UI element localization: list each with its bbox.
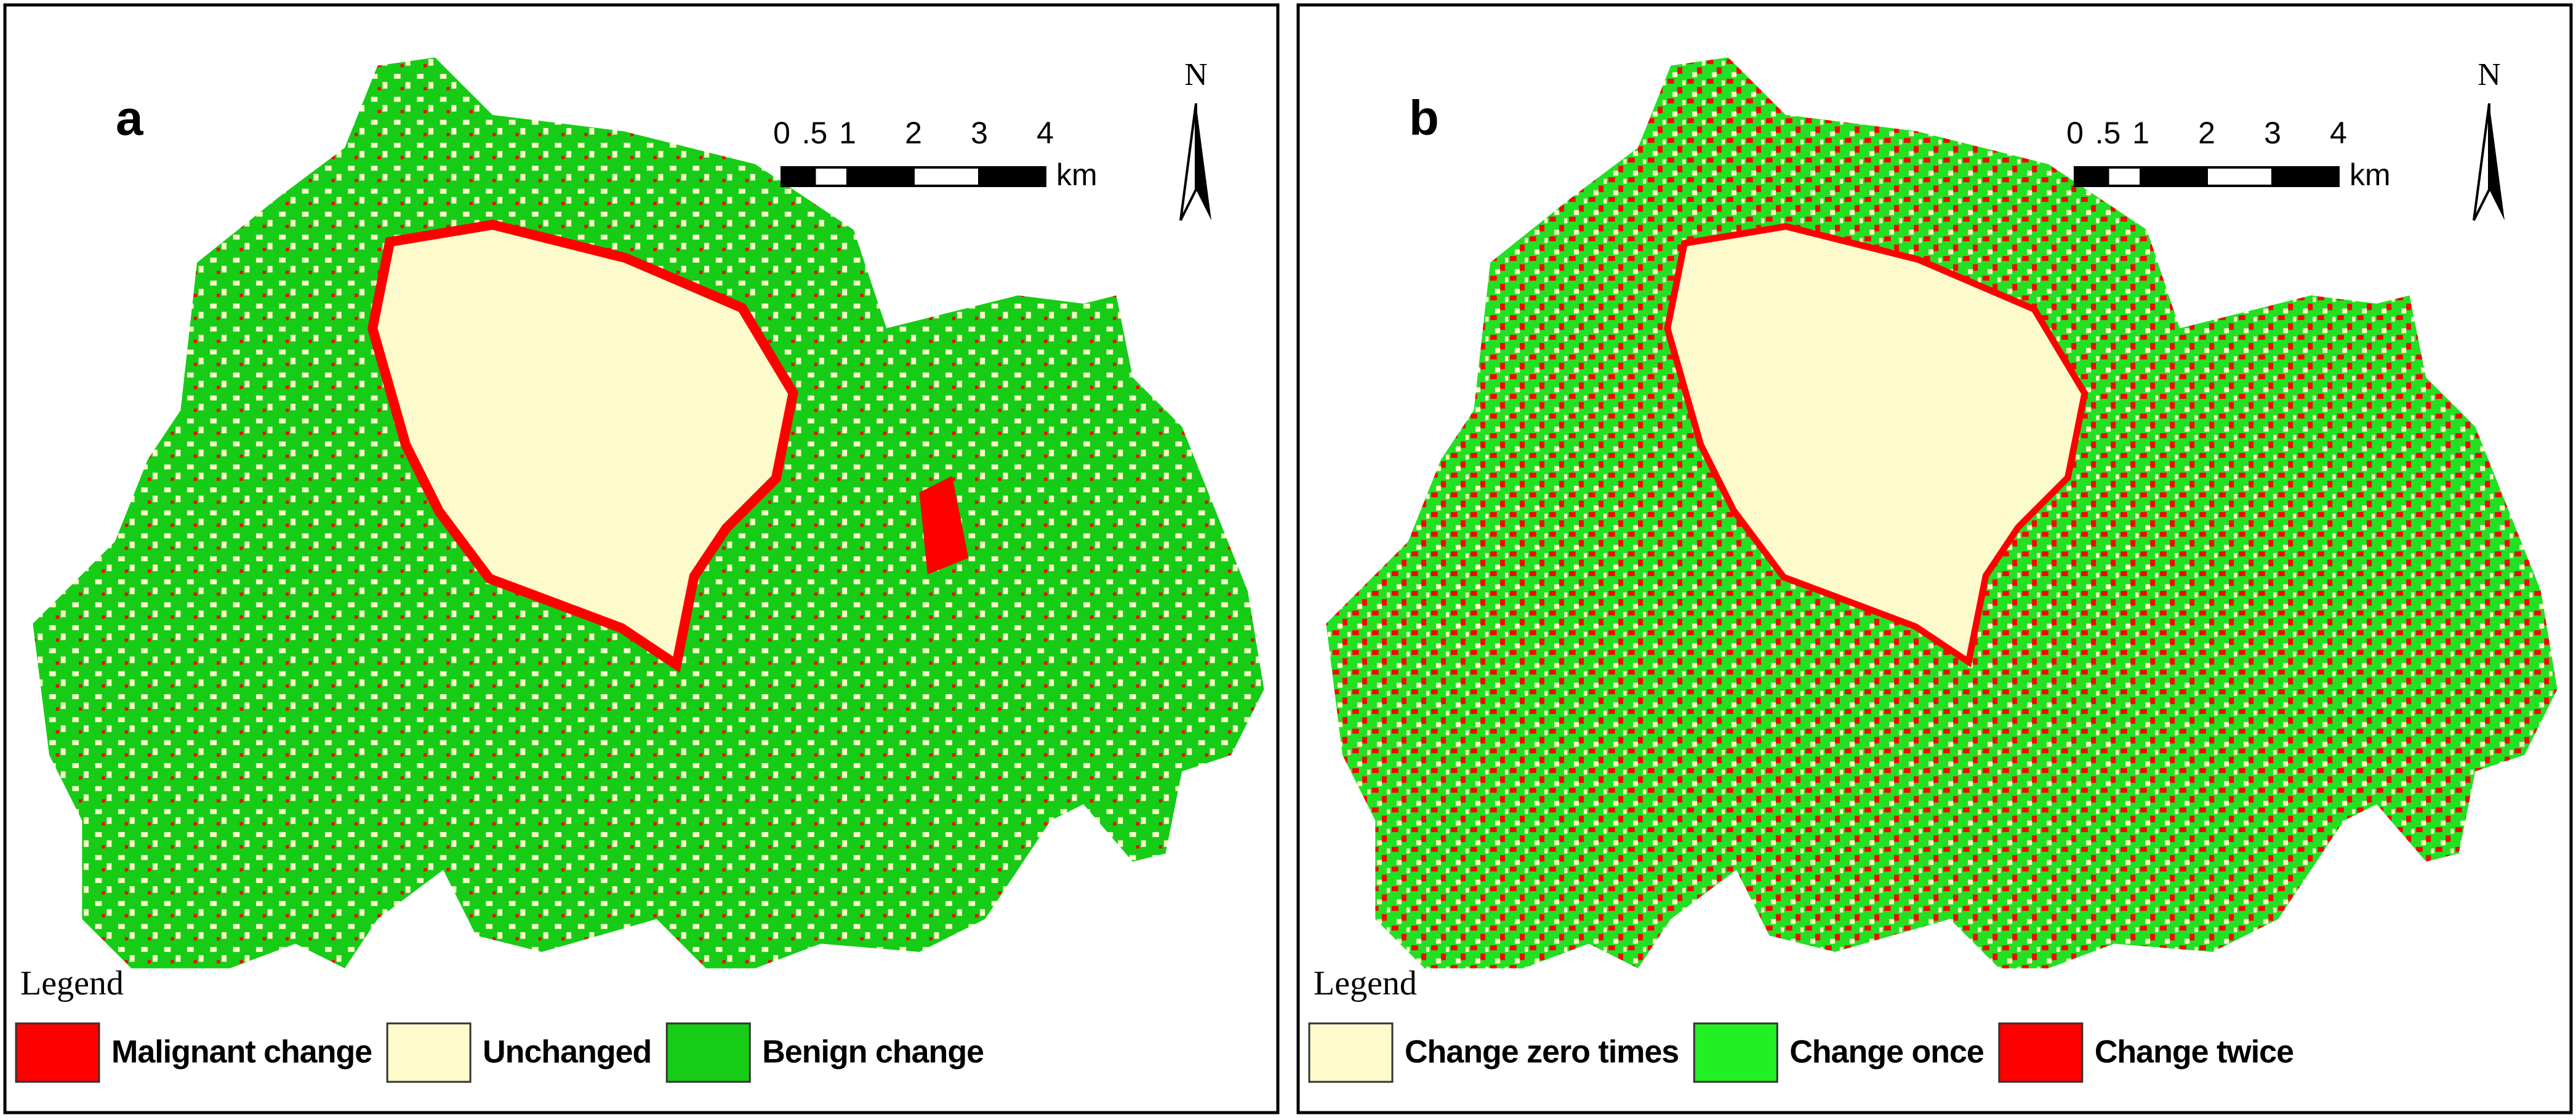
legend-label: Malignant change bbox=[111, 1034, 372, 1070]
scale-segment bbox=[2140, 166, 2208, 187]
scale-segment bbox=[2074, 166, 2109, 187]
scale-segment bbox=[2106, 166, 2142, 187]
scale-tick-label: 1 bbox=[839, 116, 856, 150]
legend-title: Legend bbox=[20, 964, 124, 1002]
legend-label: Unchanged bbox=[483, 1034, 651, 1070]
legend-label: Benign change bbox=[762, 1034, 984, 1070]
legend-swatch bbox=[386, 1022, 471, 1083]
scale-tick-label: 4 bbox=[2330, 116, 2347, 150]
scale-tick-label: 2 bbox=[2198, 116, 2215, 150]
legend-swatch bbox=[665, 1022, 751, 1083]
scale-tick-label: 3 bbox=[2264, 116, 2281, 150]
scale-unit: km bbox=[2349, 158, 2391, 192]
scale-tick-label: 3 bbox=[971, 116, 988, 150]
scale-segment bbox=[2205, 166, 2274, 187]
north-arrow bbox=[2473, 103, 2490, 221]
scale-segment bbox=[813, 166, 849, 187]
legend-swatch bbox=[15, 1022, 100, 1083]
scale-segment bbox=[912, 166, 981, 187]
scale-tick-label: 0 bbox=[773, 116, 790, 150]
map bbox=[33, 57, 1264, 969]
legend-label: Change twice bbox=[2095, 1034, 2293, 1070]
scale-segment bbox=[846, 166, 915, 187]
patch bbox=[919, 476, 969, 575]
panel: b 0 .5 1 2 3 4km N Legend Change zero times Change… bbox=[1296, 3, 2573, 1114]
legend-label: Change once bbox=[1789, 1034, 1984, 1070]
scale-tick-label: .5 bbox=[802, 116, 828, 150]
legend-swatch bbox=[1308, 1022, 1394, 1083]
scale-tick-label: 1 bbox=[2132, 116, 2149, 150]
panel: a 0 .5 1 2 3 4km N Legend Malignant change Unchang… bbox=[3, 3, 1280, 1114]
legend-title: Legend bbox=[1314, 964, 1417, 1002]
north-label: N bbox=[1184, 57, 1208, 92]
north-label: N bbox=[2478, 57, 2501, 92]
scale-segment bbox=[780, 166, 816, 187]
legend-swatch bbox=[1998, 1022, 2084, 1083]
scale-segment bbox=[978, 166, 1046, 187]
panel-label: b bbox=[1409, 90, 1439, 145]
panel-label: a bbox=[116, 90, 143, 145]
scale-unit: km bbox=[1056, 158, 1097, 192]
legend-label: Change zero times bbox=[1405, 1034, 1679, 1070]
legend-swatch bbox=[1693, 1022, 1778, 1083]
scale-tick-label: .5 bbox=[2095, 116, 2121, 150]
scale-tick-label: 4 bbox=[1037, 116, 1054, 150]
north-arrow bbox=[1179, 103, 1197, 221]
scale-segment bbox=[2271, 166, 2340, 187]
north-arrow bbox=[1196, 103, 1211, 220]
scale-tick-label: 0 bbox=[2066, 116, 2084, 150]
scale-tick-label: 2 bbox=[905, 116, 922, 150]
north-arrow bbox=[2489, 103, 2505, 220]
